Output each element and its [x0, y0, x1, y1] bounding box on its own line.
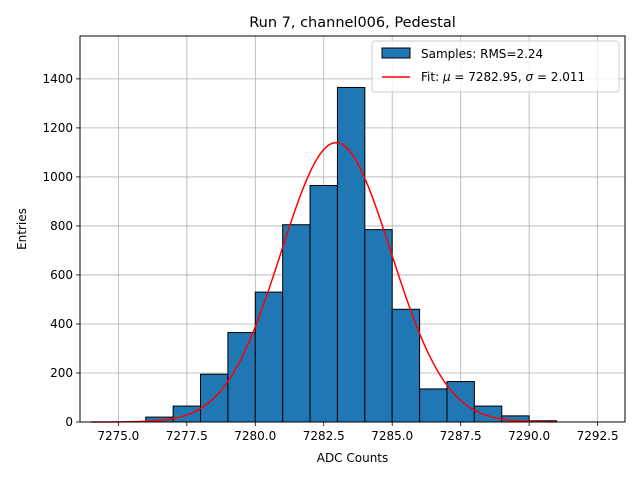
y-tick-label: 400 — [50, 317, 73, 331]
y-tick-label: 800 — [50, 219, 73, 233]
x-tick-label: 7275.0 — [97, 429, 139, 443]
x-tick-label: 7285.0 — [371, 429, 413, 443]
histogram-bar — [227, 332, 256, 423]
y-axis-ticks: 0 200 400 600 800 1000 1200 1400 — [42, 72, 80, 429]
x-axis-label: ADC Counts — [317, 451, 389, 465]
legend-label-histogram: Samples: RMS=2.24 — [421, 47, 543, 61]
legend-fit-mu-value: = 7282.95, — [451, 70, 526, 84]
histogram-bar — [364, 229, 393, 423]
x-axis-ticks: 7275.0 7277.5 7280.0 7282.5 7285.0 7287.5 7290… — [97, 422, 619, 443]
fit-curve — [90, 141, 557, 423]
histogram-bar — [282, 224, 311, 423]
legend-fit-mu-symbol: μ — [442, 70, 451, 84]
legend-swatch-histogram — [381, 47, 411, 59]
x-tick-label: 7292.5 — [577, 429, 619, 443]
histogram-bar — [172, 405, 202, 423]
histogram-bar — [419, 388, 448, 423]
histogram-bar — [309, 184, 338, 423]
y-tick-label: 1200 — [42, 121, 73, 135]
y-axis-label: Entries — [15, 208, 29, 250]
x-tick-label: 7282.5 — [303, 429, 345, 443]
histogram-bars — [145, 86, 558, 423]
x-tick-label: 7287.5 — [440, 429, 482, 443]
histogram-bar — [391, 308, 421, 423]
y-tick-label: 1000 — [42, 170, 73, 184]
legend-fit-prefix: Fit: — [421, 70, 443, 84]
histogram-bar — [336, 86, 366, 423]
y-tick-label: 0 — [65, 415, 73, 429]
plot-frame — [79, 35, 626, 423]
y-tick-label: 1400 — [42, 72, 73, 86]
y-tick-label: 600 — [50, 268, 73, 282]
legend-fit-sigma-symbol: σ — [526, 70, 534, 84]
histogram-bar — [254, 291, 284, 423]
fit-curve-group — [90, 141, 557, 423]
legend-label-fit: Fit: μ = 7282.95, σ = 2.011 — [421, 70, 585, 84]
x-tick-label: 7290.0 — [508, 429, 550, 443]
x-tick-label: 7277.5 — [166, 429, 208, 443]
legend-fit-sigma-value: = 2.011 — [533, 70, 585, 84]
legend-box — [371, 40, 620, 93]
histogram-bar — [446, 381, 475, 423]
legend: Samples: RMS=2.24 Fit: μ = 7282.95, σ = … — [371, 40, 620, 93]
chart-title: Run 7, channel006, Pedestal — [249, 15, 456, 31]
y-tick-label: 200 — [50, 366, 73, 380]
histogram-bar — [473, 405, 503, 423]
x-tick-label: 7280.0 — [234, 429, 276, 443]
